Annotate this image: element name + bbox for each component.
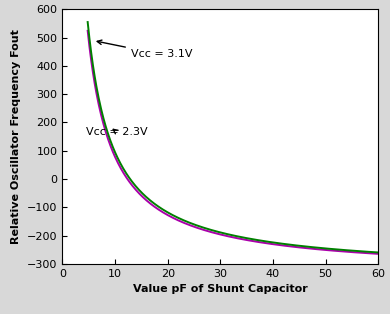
Y-axis label: Relative Oscillator Frequency Fout: Relative Oscillator Frequency Fout [11,29,21,244]
X-axis label: Value pF of Shunt Capacitor: Value pF of Shunt Capacitor [133,284,308,294]
Text: Vcc = 3.1V: Vcc = 3.1V [97,40,192,59]
Text: Vcc = 2.3V: Vcc = 2.3V [86,127,148,137]
